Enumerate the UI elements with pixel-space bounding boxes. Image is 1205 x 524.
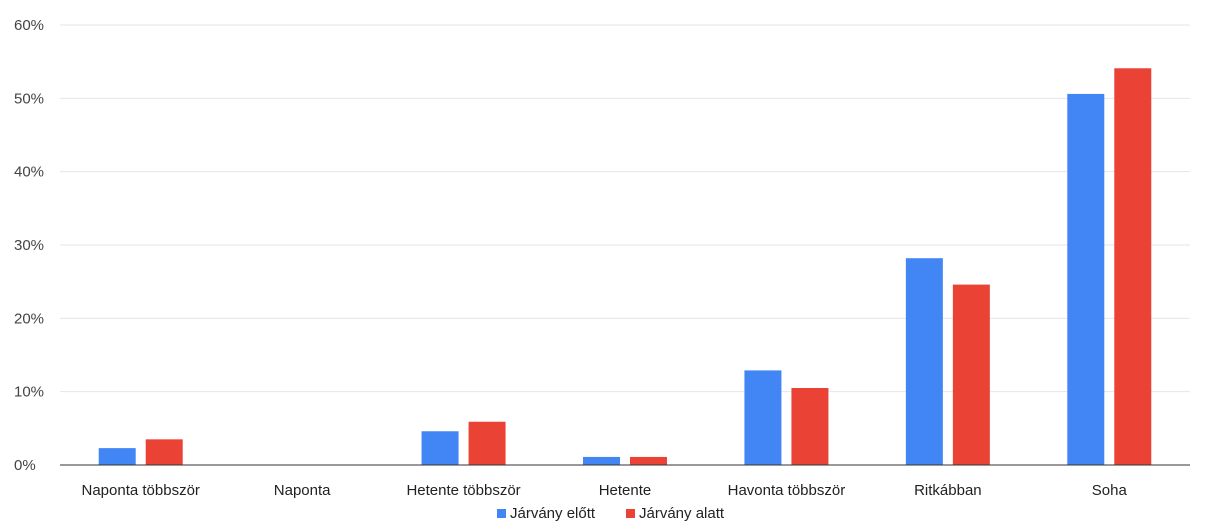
bar-jarvany-elott bbox=[421, 431, 459, 465]
legend-swatch bbox=[497, 509, 506, 518]
bar-jarvany-alatt bbox=[468, 421, 506, 465]
bar-jarvany-alatt bbox=[145, 439, 183, 465]
bar-jarvany-alatt bbox=[1114, 68, 1152, 466]
category-label: Naponta bbox=[274, 482, 331, 499]
bar-jarvany-alatt bbox=[952, 284, 990, 465]
y-tick-label: 10% bbox=[14, 384, 44, 401]
category-label: Naponta többször bbox=[82, 482, 200, 499]
y-axis-ticks: 0% 10% 20% 30% 40% 50% 60% bbox=[14, 17, 44, 474]
bar-jarvany-elott bbox=[98, 448, 136, 465]
category-label: Soha bbox=[1092, 482, 1128, 499]
y-tick-label: 50% bbox=[14, 90, 44, 107]
y-tick-label: 20% bbox=[14, 310, 44, 327]
bar-jarvany-alatt bbox=[630, 456, 667, 465]
y-tick-label: 60% bbox=[14, 17, 44, 34]
x-axis-labels: Naponta többször Naponta Hetente többször H… bbox=[82, 482, 1128, 499]
bar-jarvany-elott bbox=[905, 258, 943, 465]
bar-jarvany-elott bbox=[1067, 93, 1105, 465]
bar-jarvany-elott bbox=[583, 456, 620, 465]
legend-label: Járvány alatt bbox=[639, 505, 725, 522]
legend-label: Járvány előtt bbox=[510, 505, 596, 522]
category-label: Hetente bbox=[599, 482, 652, 499]
legend-swatch bbox=[626, 509, 635, 518]
legend: Járvány előtt Járvány alatt bbox=[497, 505, 725, 522]
bar-jarvany-alatt bbox=[791, 388, 829, 465]
y-tick-label: 40% bbox=[14, 164, 44, 181]
bars bbox=[98, 68, 1152, 466]
bar-jarvany-elott bbox=[744, 370, 782, 465]
category-label: Ritkábban bbox=[914, 482, 982, 499]
y-tick-label: 0% bbox=[14, 457, 36, 474]
category-label: Havonta többször bbox=[728, 482, 846, 499]
y-tick-label: 30% bbox=[14, 237, 44, 254]
gridlines bbox=[60, 24, 1190, 393]
category-label: Hetente többször bbox=[406, 482, 520, 499]
